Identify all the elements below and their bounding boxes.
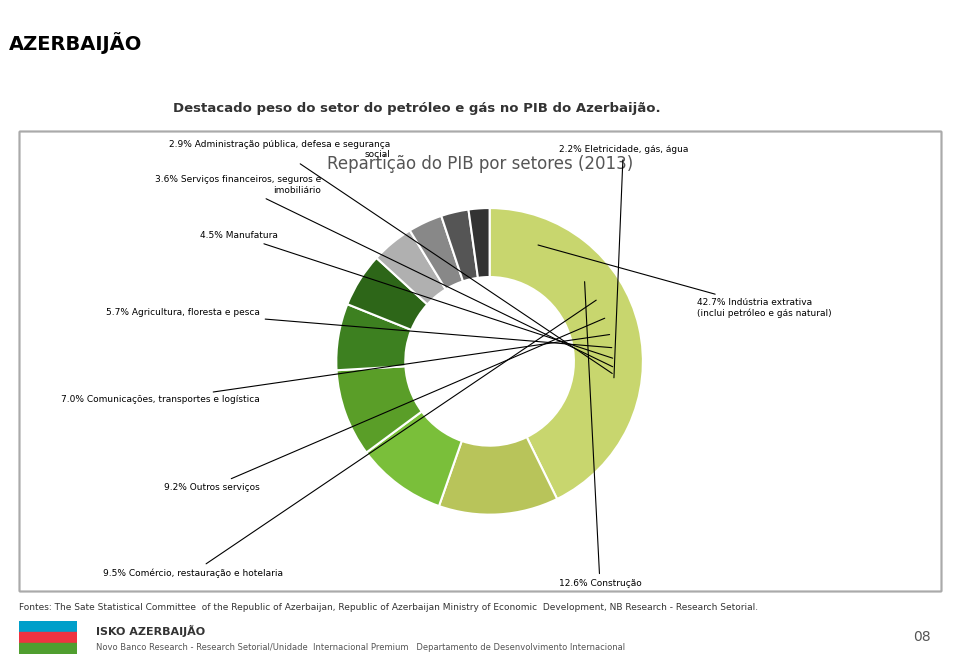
Wedge shape xyxy=(468,208,490,278)
Text: Fontes: The Sate Statistical Committee  of the Republic of Azerbaijan, Republic : Fontes: The Sate Statistical Committee o… xyxy=(19,603,758,612)
Wedge shape xyxy=(490,208,643,499)
Text: 5.7% Agricultura, floresta e pesca: 5.7% Agricultura, floresta e pesca xyxy=(106,307,612,348)
Text: 3.6% Serviços financeiros, seguros e
imobiliário: 3.6% Serviços financeiros, seguros e imo… xyxy=(155,175,612,367)
Wedge shape xyxy=(410,216,463,289)
Wedge shape xyxy=(337,366,421,453)
Text: 2.9% Administração pública, defesa e segurança
social: 2.9% Administração pública, defesa e seg… xyxy=(169,140,612,373)
Text: Destacado peso do setor do petróleo e gás no PIB do Azerbaijão.: Destacado peso do setor do petróleo e gá… xyxy=(173,102,660,115)
Text: Estrutura Setorial do PIB: Estrutura Setorial do PIB xyxy=(204,35,516,55)
Wedge shape xyxy=(376,231,445,304)
Wedge shape xyxy=(336,304,412,371)
Text: 12.6% Construção: 12.6% Construção xyxy=(559,282,641,588)
Text: Repartição do PIB por setores (2013): Repartição do PIB por setores (2013) xyxy=(326,154,634,173)
Text: 4.5% Manufatura: 4.5% Manufatura xyxy=(201,231,612,358)
Text: 7.0% Comunicações, transportes e logística: 7.0% Comunicações, transportes e logísti… xyxy=(60,334,610,404)
Text: 2.2% Eletricidade, gás, água: 2.2% Eletricidade, gás, água xyxy=(559,145,688,378)
Text: AZERBAIJÃO: AZERBAIJÃO xyxy=(9,32,142,54)
Text: 9.2% Outros serviços: 9.2% Outros serviços xyxy=(164,318,605,491)
Text: ISKO AZERBAIJÃO: ISKO AZERBAIJÃO xyxy=(96,625,205,637)
Text: 08: 08 xyxy=(914,630,931,645)
Text: 9.5% Comércio, restauração e hotelaria: 9.5% Comércio, restauração e hotelaria xyxy=(103,300,596,578)
Text: 42.7% Indústria extrativa
(inclui petróleo e gás natural): 42.7% Indústria extrativa (inclui petról… xyxy=(538,245,831,318)
Bar xyxy=(19,621,77,632)
Wedge shape xyxy=(367,411,462,506)
Wedge shape xyxy=(442,210,478,281)
Wedge shape xyxy=(439,437,557,514)
Bar xyxy=(19,643,77,654)
Wedge shape xyxy=(348,258,427,330)
Text: Novo Banco Research - Research Setorial/Unidade  Internacional Premium   Departa: Novo Banco Research - Research Setorial/… xyxy=(96,643,625,652)
Bar xyxy=(19,632,77,643)
